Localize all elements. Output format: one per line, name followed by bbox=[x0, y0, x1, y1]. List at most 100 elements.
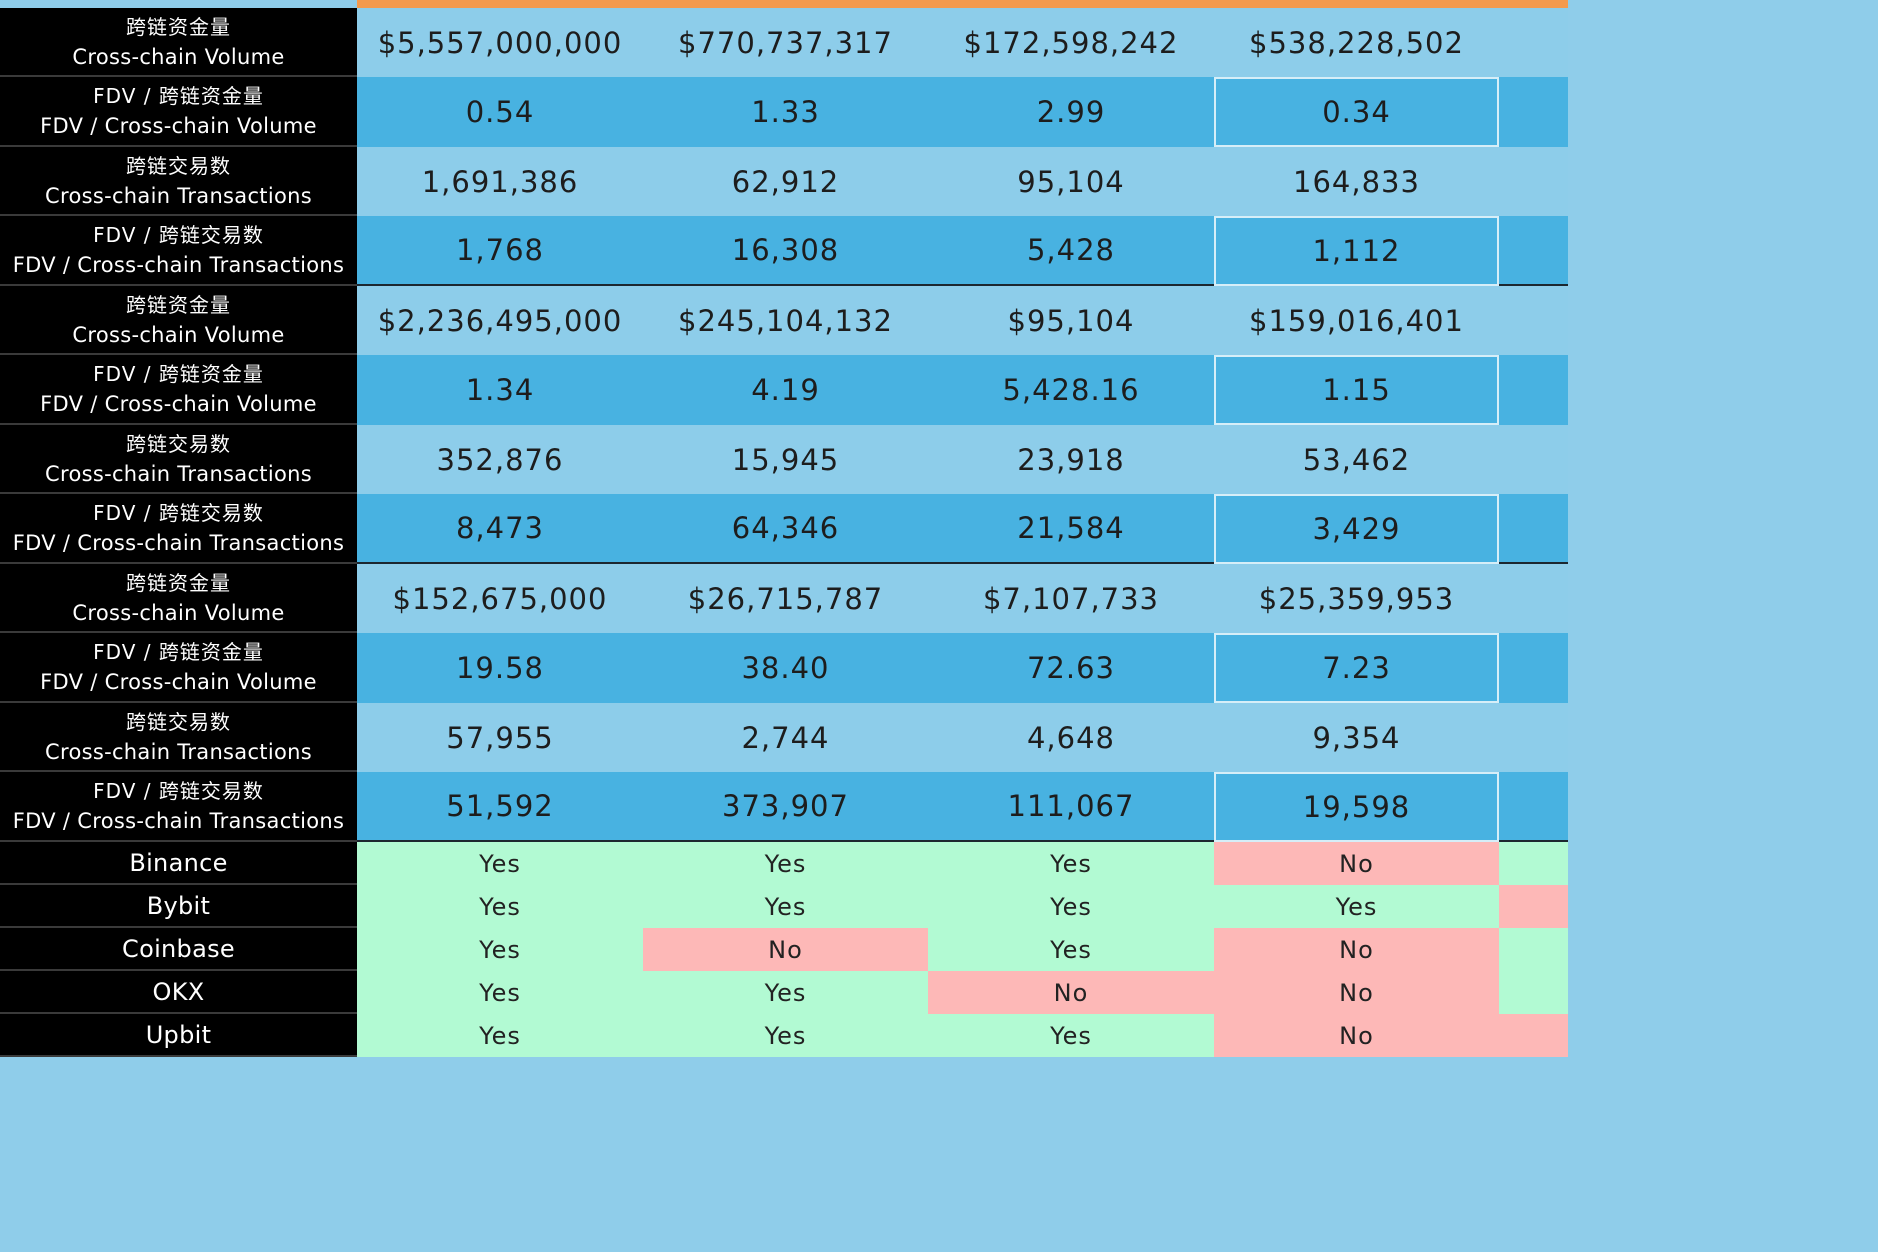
row-label: FDV / 跨链交易数 FDV / Cross-chain Transaction… bbox=[0, 216, 357, 286]
table-cell: $25,359,953 bbox=[1214, 564, 1499, 633]
row-label: FDV / 跨链交易数 FDV / Cross-chain Transaction… bbox=[0, 772, 357, 842]
exchange-label: Upbit bbox=[0, 1014, 357, 1057]
table-cell: $538,228,502 bbox=[1214, 8, 1499, 77]
table-edge-cell bbox=[1499, 928, 1568, 971]
row-label: 跨链交易数 Cross-chain Transactions bbox=[0, 703, 357, 772]
table-cell: 111,067 bbox=[928, 772, 1214, 842]
exchange-label: Binance bbox=[0, 842, 357, 885]
table-cell: 9,354 bbox=[1214, 703, 1499, 772]
table-cell: 51,592 bbox=[357, 772, 643, 842]
table-cell: $7,107,733 bbox=[928, 564, 1214, 633]
listing-cell: Yes bbox=[357, 971, 643, 1014]
table-cell: $26,715,787 bbox=[643, 564, 928, 633]
table-edge-cell bbox=[1499, 885, 1568, 928]
table-cell: 1.33 bbox=[643, 77, 928, 147]
table-cell: 23,918 bbox=[928, 425, 1214, 494]
table-cell: 62,912 bbox=[643, 147, 928, 216]
exchange-label: Bybit bbox=[0, 885, 357, 928]
row-label: 跨链资金量 Cross-chain Volume bbox=[0, 8, 357, 77]
table-cell: 1,768 bbox=[357, 216, 643, 286]
listing-cell: Yes bbox=[928, 1014, 1214, 1057]
table-cell: 15,945 bbox=[643, 425, 928, 494]
table-edge-cell bbox=[1499, 286, 1568, 355]
table-cell: 2,744 bbox=[643, 703, 928, 772]
table-cell: 38.40 bbox=[643, 633, 928, 703]
table-cell: 164,833 bbox=[1214, 147, 1499, 216]
table-edge-cell bbox=[1499, 633, 1568, 703]
table-cell: 1.34 bbox=[357, 355, 643, 425]
listing-cell: Yes bbox=[1214, 885, 1499, 928]
listing-cell: No bbox=[928, 971, 1214, 1014]
listing-cell: Yes bbox=[643, 885, 928, 928]
table-cell: 5,428 bbox=[928, 216, 1214, 286]
table-cell: 21,584 bbox=[928, 494, 1214, 564]
table-cell: 64,346 bbox=[643, 494, 928, 564]
listing-cell: No bbox=[1214, 1014, 1499, 1057]
row-label: 跨链资金量 Cross-chain Volume bbox=[0, 564, 357, 633]
table-edge-cell bbox=[1499, 703, 1568, 772]
table-cell: 0.54 bbox=[357, 77, 643, 147]
table-cell: 95,104 bbox=[928, 147, 1214, 216]
top-accent-bar bbox=[357, 0, 1568, 8]
listing-cell: Yes bbox=[643, 1014, 928, 1057]
table-cell: 5,428.16 bbox=[928, 355, 1214, 425]
table-cell: 8,473 bbox=[357, 494, 643, 564]
exchange-label: Coinbase bbox=[0, 928, 357, 971]
listing-cell: No bbox=[1214, 842, 1499, 885]
listing-cell: Yes bbox=[928, 842, 1214, 885]
table-cell: 57,955 bbox=[357, 703, 643, 772]
table-edge-cell bbox=[1499, 564, 1568, 633]
table-cell: 19.58 bbox=[357, 633, 643, 703]
listing-cell: No bbox=[1214, 928, 1499, 971]
row-label: 跨链资金量 Cross-chain Volume bbox=[0, 286, 357, 355]
table-cell: 3,429 bbox=[1214, 494, 1499, 564]
table-edge-cell bbox=[1499, 147, 1568, 216]
table-cell: 1,691,386 bbox=[357, 147, 643, 216]
table-edge-cell bbox=[1499, 772, 1568, 842]
table-cell: $159,016,401 bbox=[1214, 286, 1499, 355]
listing-cell: No bbox=[643, 928, 928, 971]
table-edge-cell bbox=[1499, 494, 1568, 564]
table-cell: 72.63 bbox=[928, 633, 1214, 703]
listing-cell: Yes bbox=[928, 885, 1214, 928]
listing-cell: Yes bbox=[357, 928, 643, 971]
row-label: FDV / 跨链资金量 FDV / Cross-chain Volume bbox=[0, 77, 357, 147]
table-edge-cell bbox=[1499, 1014, 1568, 1057]
row-label: FDV / 跨链交易数 FDV / Cross-chain Transaction… bbox=[0, 494, 357, 564]
table-edge-cell bbox=[1499, 425, 1568, 494]
table-edge-cell bbox=[1499, 971, 1568, 1014]
table-edge-cell bbox=[1499, 77, 1568, 147]
table-cell: $5,557,000,000 bbox=[357, 8, 643, 77]
table-edge-cell bbox=[1499, 216, 1568, 286]
table-edge-cell bbox=[1499, 355, 1568, 425]
table-cell: 16,308 bbox=[643, 216, 928, 286]
row-label: FDV / 跨链资金量 FDV / Cross-chain Volume bbox=[0, 355, 357, 425]
listing-cell: Yes bbox=[357, 885, 643, 928]
table-cell: 4.19 bbox=[643, 355, 928, 425]
table-edge-cell bbox=[1499, 842, 1568, 885]
listing-cell: Yes bbox=[928, 928, 1214, 971]
table-cell: 1,112 bbox=[1214, 216, 1499, 286]
table-cell: $172,598,242 bbox=[928, 8, 1214, 77]
table-cell: 373,907 bbox=[643, 772, 928, 842]
table-cell: 2.99 bbox=[928, 77, 1214, 147]
table-edge-cell bbox=[1499, 8, 1568, 77]
table-cell: $245,104,132 bbox=[643, 286, 928, 355]
listing-cell: Yes bbox=[357, 1014, 643, 1057]
exchange-label: OKX bbox=[0, 971, 357, 1014]
listing-cell: Yes bbox=[643, 842, 928, 885]
table-cell: 352,876 bbox=[357, 425, 643, 494]
row-label: 跨链交易数 Cross-chain Transactions bbox=[0, 425, 357, 494]
table-cell: $2,236,495,000 bbox=[357, 286, 643, 355]
table-cell: 7.23 bbox=[1214, 633, 1499, 703]
table-cell: $152,675,000 bbox=[357, 564, 643, 633]
listing-cell: Yes bbox=[357, 842, 643, 885]
row-label: 跨链交易数 Cross-chain Transactions bbox=[0, 147, 357, 216]
table-cell: 19,598 bbox=[1214, 772, 1499, 842]
row-label: FDV / 跨链资金量 FDV / Cross-chain Volume bbox=[0, 633, 357, 703]
table-cell: $770,737,317 bbox=[643, 8, 928, 77]
listing-cell: Yes bbox=[643, 971, 928, 1014]
listing-cell: No bbox=[1214, 971, 1499, 1014]
table-cell: 53,462 bbox=[1214, 425, 1499, 494]
table-cell: 1.15 bbox=[1214, 355, 1499, 425]
